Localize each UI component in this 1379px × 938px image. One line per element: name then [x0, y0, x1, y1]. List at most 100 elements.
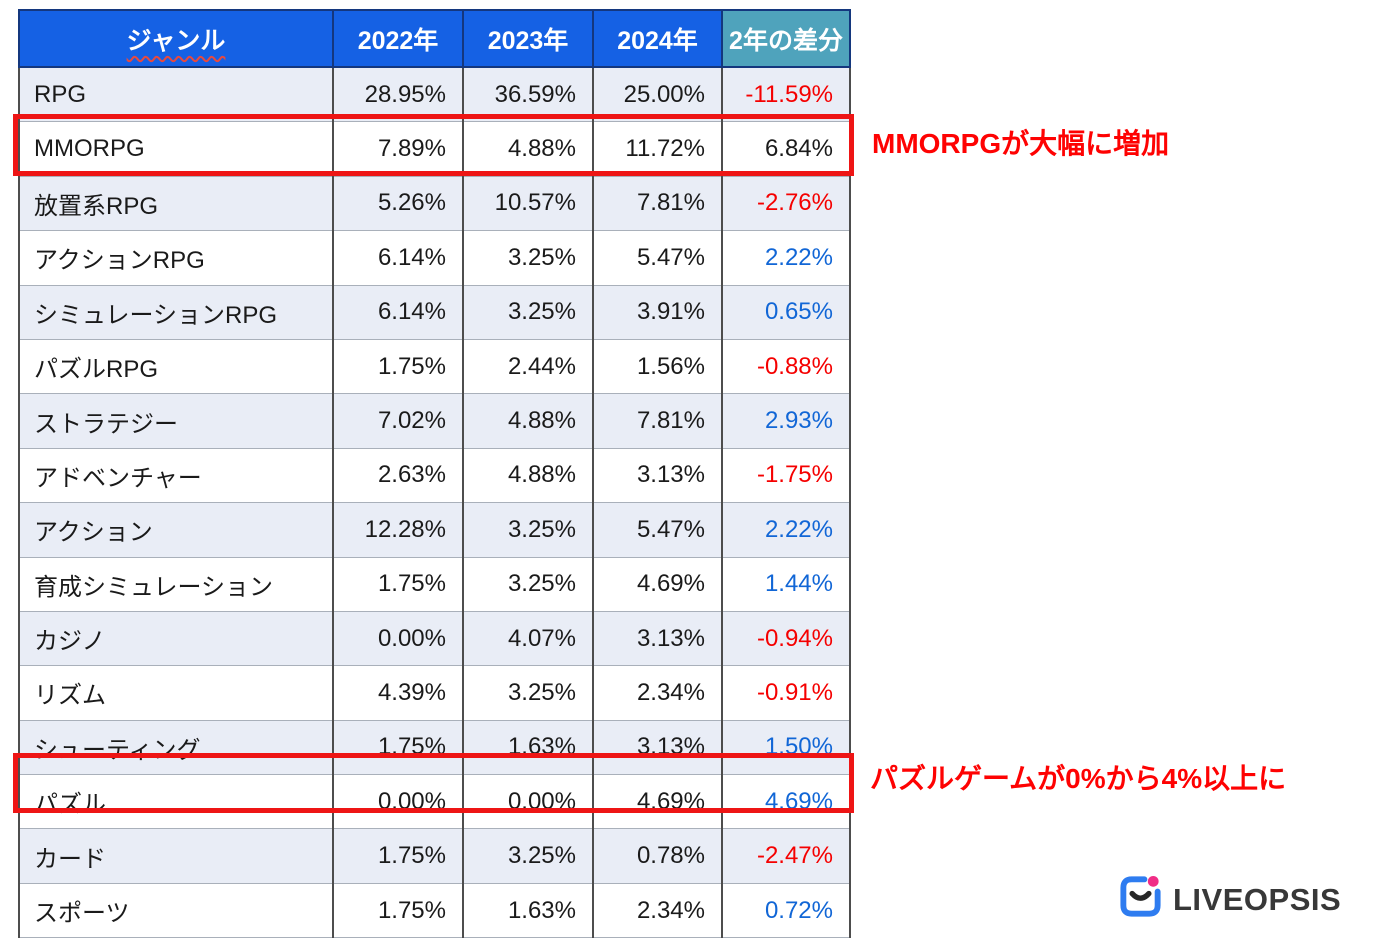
value-cell-2024: 5.47%: [592, 230, 723, 286]
genre-cell: カジノ: [18, 610, 334, 667]
value-cell-2022: 5.26%: [332, 175, 464, 232]
genre-cell: 放置系RPG: [18, 175, 334, 232]
table-row: アドベンチャー 2.63% 4.88% 3.13% -1.75%: [18, 447, 851, 504]
table-row: パズルRPG 1.75% 2.44% 1.56% -0.88%: [18, 338, 851, 395]
value-cell-2023: 3.25%: [462, 284, 594, 340]
diff-cell: 1.50%: [721, 719, 851, 776]
diff-cell: 2.93%: [721, 393, 851, 449]
table-row: 育成シミュレーション 1.75% 3.25% 4.69% 1.44%: [18, 556, 851, 612]
value-cell-2022: 0.00%: [332, 610, 464, 667]
value-cell-2022: 1.75%: [332, 719, 464, 776]
genre-cell: カード: [18, 828, 334, 884]
value-cell-2022: 1.75%: [332, 556, 464, 612]
diff-cell: -11.59%: [721, 66, 851, 123]
genre-cell: RPG: [18, 66, 334, 123]
genre-cell: リズム: [18, 665, 334, 721]
diff-cell: 0.72%: [721, 882, 851, 938]
table-row: MMORPG 7.89% 4.88% 11.72% 6.84%: [18, 121, 851, 177]
annotation-puzzle: パズルゲームが0%から4%以上に: [870, 763, 1287, 794]
diff-cell: 4.69%: [721, 774, 851, 830]
table-row: シューティング 1.75% 1.63% 3.13% 1.50%: [18, 719, 851, 776]
genre-cell: アクション: [18, 502, 334, 558]
header-diff: 2年の差分: [721, 9, 851, 68]
genre-cell: シミュレーションRPG: [18, 284, 334, 340]
table-row: RPG 28.95% 36.59% 25.00% -11.59%: [18, 66, 851, 123]
value-cell-2023: 3.25%: [462, 665, 594, 721]
table-row: カード 1.75% 3.25% 0.78% -2.47%: [18, 828, 851, 884]
value-cell-2022: 4.39%: [332, 665, 464, 721]
value-cell-2022: 6.14%: [332, 230, 464, 286]
value-cell-2024: 25.00%: [592, 66, 723, 123]
table-row: 放置系RPG 5.26% 10.57% 7.81% -2.76%: [18, 175, 851, 232]
genre-cell: アクションRPG: [18, 230, 334, 286]
value-cell-2022: 2.63%: [332, 447, 464, 504]
value-cell-2023: 3.25%: [462, 502, 594, 558]
liveopsis-logo-icon: [1117, 872, 1164, 926]
value-cell-2023: 4.88%: [462, 393, 594, 449]
diff-cell: 2.22%: [721, 502, 851, 558]
value-cell-2023: 0.00%: [462, 774, 594, 830]
genre-cell: パズル: [18, 774, 334, 830]
value-cell-2024: 3.13%: [592, 719, 723, 776]
genre-cell: パズルRPG: [18, 338, 334, 395]
genre-share-table: ジャンル 2022年 2023年 2024年 2年の差分 RPG 28.95% 36…: [18, 9, 851, 938]
genre-cell: MMORPG: [18, 121, 334, 177]
value-cell-2024: 0.78%: [592, 828, 723, 884]
diff-cell: -0.88%: [721, 338, 851, 395]
value-cell-2023: 3.25%: [462, 230, 594, 286]
value-cell-2024: 3.13%: [592, 610, 723, 667]
table-row: ストラテジー 7.02% 4.88% 7.81% 2.93%: [18, 393, 851, 449]
table-row: アクションRPG 6.14% 3.25% 5.47% 2.22%: [18, 230, 851, 286]
value-cell-2023: 4.88%: [462, 121, 594, 177]
value-cell-2023: 1.63%: [462, 719, 594, 776]
value-cell-2024: 4.69%: [592, 774, 723, 830]
value-cell-2024: 2.34%: [592, 665, 723, 721]
table-row: シミュレーションRPG 6.14% 3.25% 3.91% 0.65%: [18, 284, 851, 340]
value-cell-2022: 7.02%: [332, 393, 464, 449]
header-genre: ジャンル: [18, 9, 334, 68]
value-cell-2022: 6.14%: [332, 284, 464, 340]
value-cell-2022: 1.75%: [332, 828, 464, 884]
value-cell-2023: 4.88%: [462, 447, 594, 504]
value-cell-2023: 1.63%: [462, 882, 594, 938]
table-row: カジノ 0.00% 4.07% 3.13% -0.94%: [18, 610, 851, 667]
value-cell-2022: 28.95%: [332, 66, 464, 123]
value-cell-2023: 36.59%: [462, 66, 594, 123]
value-cell-2023: 3.25%: [462, 828, 594, 884]
diff-cell: 1.44%: [721, 556, 851, 612]
genre-cell: シューティング: [18, 719, 334, 776]
header-2024: 2024年: [592, 9, 723, 68]
diff-cell: -2.47%: [721, 828, 851, 884]
diff-cell: 0.65%: [721, 284, 851, 340]
value-cell-2024: 4.69%: [592, 556, 723, 612]
diff-cell: -2.76%: [721, 175, 851, 232]
genre-share-table-wrap: ジャンル 2022年 2023年 2024年 2年の差分 RPG 28.95% 36…: [13, 9, 854, 938]
liveopsis-logo: LIVEOPSIS: [1117, 872, 1341, 926]
value-cell-2024: 7.81%: [592, 393, 723, 449]
table-row: リズム 4.39% 3.25% 2.34% -0.91%: [18, 665, 851, 721]
diff-cell: 2.22%: [721, 230, 851, 286]
value-cell-2022: 12.28%: [332, 502, 464, 558]
value-cell-2024: 5.47%: [592, 502, 723, 558]
value-cell-2022: 1.75%: [332, 882, 464, 938]
value-cell-2024: 7.81%: [592, 175, 723, 232]
header-genre-label: ジャンル: [126, 26, 226, 55]
value-cell-2024: 2.34%: [592, 882, 723, 938]
diff-cell: -0.91%: [721, 665, 851, 721]
table-row: スポーツ 1.75% 1.63% 2.34% 0.72%: [18, 882, 851, 938]
value-cell-2022: 0.00%: [332, 774, 464, 830]
diff-cell: 6.84%: [721, 121, 851, 177]
diff-cell: -1.75%: [721, 447, 851, 504]
value-cell-2023: 3.25%: [462, 556, 594, 612]
value-cell-2022: 1.75%: [332, 338, 464, 395]
value-cell-2022: 7.89%: [332, 121, 464, 177]
annotation-mmorpg: MMORPGが大幅に増加: [872, 128, 1170, 159]
header-2023: 2023年: [462, 9, 594, 68]
genre-cell: ストラテジー: [18, 393, 334, 449]
table-row: パズル 0.00% 0.00% 4.69% 4.69%: [18, 774, 851, 830]
value-cell-2023: 4.07%: [462, 610, 594, 667]
diff-cell: -0.94%: [721, 610, 851, 667]
value-cell-2023: 2.44%: [462, 338, 594, 395]
genre-cell: スポーツ: [18, 882, 334, 938]
value-cell-2024: 3.13%: [592, 447, 723, 504]
